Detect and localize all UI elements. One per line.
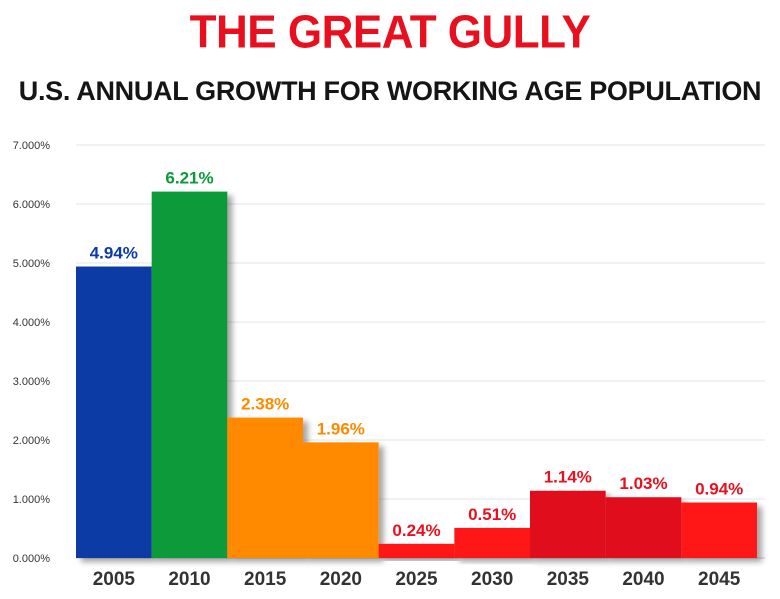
bar <box>227 417 303 558</box>
x-category-label: 2025 <box>395 569 438 590</box>
y-tick-label: 3.000% <box>13 376 51 388</box>
x-category-label: 2005 <box>93 569 136 590</box>
y-tick-label: 1.000% <box>13 494 51 506</box>
y-tick-label: 5.000% <box>13 258 51 270</box>
x-category-label: 2040 <box>622 569 664 590</box>
bar-data-label: 4.94% <box>90 244 138 263</box>
bar-data-labels: 4.94% 6.21% 2.38% 1.96% 0.24% 0.51% 1.14% 1.03%… <box>90 169 744 540</box>
bar <box>151 191 228 559</box>
y-tick-label: 2.000% <box>13 435 51 447</box>
bar-data-label: 0.24% <box>392 521 440 540</box>
bar <box>530 490 606 558</box>
chart-title: THE GREAT GULLY <box>189 6 591 59</box>
bar-data-label: 1.14% <box>544 468 592 487</box>
bar <box>303 442 379 558</box>
x-category-label: 2010 <box>168 569 210 590</box>
bar-data-label: 1.03% <box>619 474 667 493</box>
y-tick-label: 6.000% <box>13 199 51 211</box>
x-category-label: 2015 <box>244 569 287 590</box>
x-category-label: 2035 <box>547 569 590 590</box>
bars <box>76 191 757 559</box>
y-tick-label: 7.000% <box>13 140 51 152</box>
x-category-label: 2045 <box>698 569 741 590</box>
bar <box>605 497 682 558</box>
bar <box>681 502 757 558</box>
bar-data-label: 0.51% <box>468 505 516 524</box>
bar-data-label: 1.96% <box>317 419 365 438</box>
y-axis-tick-labels: 0.000% 1.000% 2.000% 3.000% 4.000% 5.000% 6.00… <box>13 140 51 565</box>
chart-subtitle: U.S. ANNUAL GROWTH FOR WORKING AGE POPUL… <box>18 76 762 106</box>
y-tick-label: 4.000% <box>13 317 51 329</box>
bar <box>454 527 530 558</box>
x-category-label: 2020 <box>320 569 362 590</box>
bar-data-label: 6.21% <box>165 169 213 188</box>
x-axis-category-labels: 2005 2010 2015 2020 2025 2030 2035 2040 2045 <box>93 569 741 590</box>
bar-data-label: 2.38% <box>241 395 289 414</box>
x-category-label: 2030 <box>471 569 513 590</box>
bar-data-label: 0.94% <box>695 480 743 499</box>
y-tick-label: 0.000% <box>13 553 51 565</box>
bar <box>76 266 152 558</box>
bar <box>378 543 455 558</box>
